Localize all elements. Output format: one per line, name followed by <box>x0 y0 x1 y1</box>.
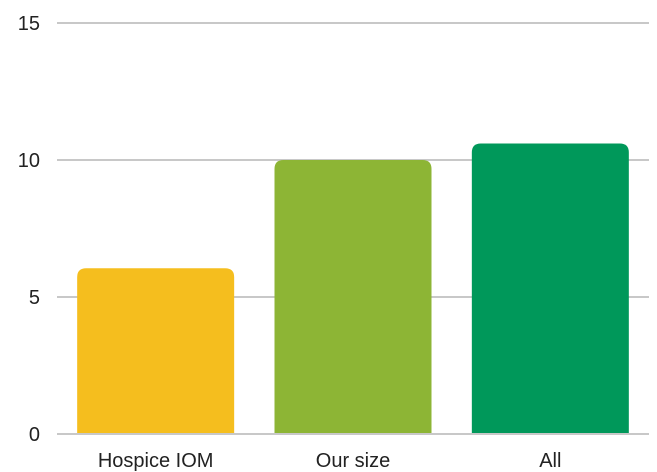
bar-hospice-iom <box>77 268 235 434</box>
x-category-label: Our size <box>316 450 390 472</box>
x-category-label: All <box>539 450 561 472</box>
y-tick-label: 15 <box>18 13 40 35</box>
bar-all <box>471 143 629 434</box>
x-axis-labels: Hospice IOM Our size All <box>98 450 562 472</box>
bar-our-size <box>274 160 432 434</box>
y-tick-label: 0 <box>29 424 40 446</box>
y-tick-label: 5 <box>29 287 40 309</box>
y-tick-label: 10 <box>18 150 40 172</box>
x-category-label: Hospice IOM <box>98 450 214 472</box>
y-axis-ticks: 0 5 10 15 <box>18 13 40 446</box>
bars <box>77 143 629 434</box>
